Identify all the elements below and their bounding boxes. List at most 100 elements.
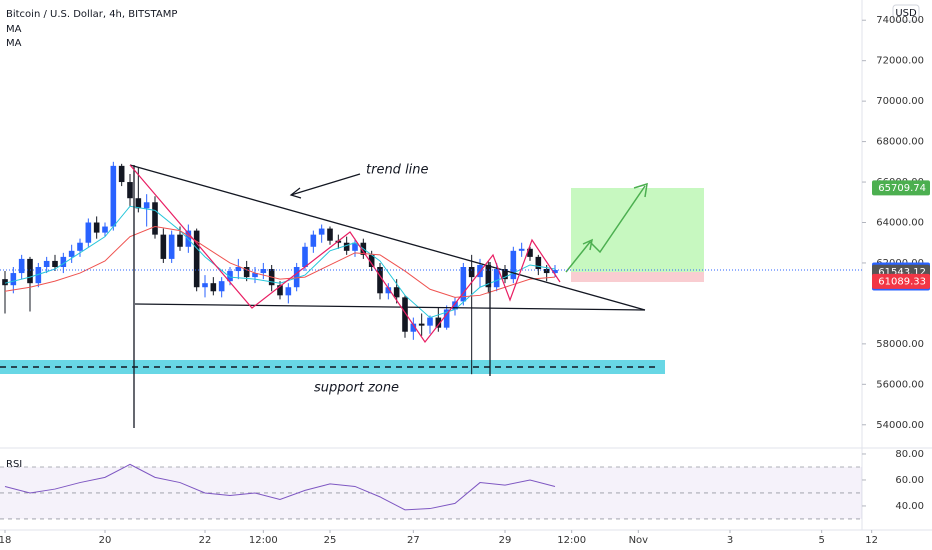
rsi-band <box>0 466 862 520</box>
y-tick-label: 68000.00 <box>876 137 924 148</box>
candle-body <box>443 309 450 328</box>
candle-body <box>427 317 433 326</box>
candle-body <box>352 242 358 251</box>
candle-body <box>385 287 392 294</box>
candle-body <box>377 267 383 294</box>
candle-body <box>235 267 242 272</box>
candle-body <box>68 250 75 257</box>
candle-body <box>93 222 100 233</box>
arrow-head <box>289 187 302 199</box>
candle-body <box>260 269 267 274</box>
candle-body <box>410 323 417 332</box>
candle-body <box>285 287 292 296</box>
candle-body <box>2 279 8 286</box>
candle-body <box>160 234 167 259</box>
x-tick-label: 12:00 <box>557 535 586 546</box>
y-tick-label: 58000.00 <box>876 339 924 350</box>
candle-body <box>168 234 175 259</box>
price-label: 61543.12 <box>878 267 926 278</box>
annotation: support zone <box>314 381 399 396</box>
candle-body <box>393 287 400 298</box>
price-label: 65709.74 <box>878 183 926 194</box>
candle-body <box>118 165 125 183</box>
rsi-title: RSI <box>6 459 22 470</box>
y-tick-label: 56000.00 <box>876 379 924 390</box>
ma-line <box>4 226 556 298</box>
candle-body <box>227 271 233 282</box>
price-label-box <box>872 180 930 196</box>
candle-body <box>468 267 475 278</box>
candle-body <box>535 256 542 270</box>
x-tick-label: 18 <box>0 535 11 546</box>
candle-body <box>293 267 300 288</box>
x-tick-label: 22 <box>199 535 212 546</box>
candle-body <box>10 273 17 286</box>
candle-body <box>35 267 42 284</box>
candle-body <box>210 283 217 292</box>
candle-body <box>368 254 375 267</box>
callout-arrow <box>290 173 361 196</box>
currency-label[interactable]: USD <box>895 8 917 19</box>
candle-body <box>485 264 492 288</box>
candle-body <box>452 301 458 310</box>
x-tick-label: Nov <box>629 535 649 546</box>
x-tick-label: 20 <box>99 535 112 546</box>
y-tick-label: 70000.00 <box>876 96 924 107</box>
candle-body <box>510 250 517 280</box>
candle-body <box>418 323 425 326</box>
candle-body <box>243 267 250 278</box>
target-box <box>571 188 704 272</box>
candle-body <box>218 281 225 292</box>
x-tick-label: 27 <box>407 535 420 546</box>
zigzag <box>129 164 561 344</box>
rsi-line <box>4 463 556 511</box>
candle-body <box>60 256 67 267</box>
candle-body <box>402 297 408 332</box>
candle-body <box>302 246 308 267</box>
y-tick-label: 54000.00 <box>876 420 924 431</box>
candle-body <box>202 283 208 288</box>
y-tick-label: 74000.00 <box>876 15 924 26</box>
candle-body <box>127 182 133 199</box>
x-tick-label: 12:00 <box>249 535 278 546</box>
support-line <box>134 303 646 311</box>
currency-badge[interactable] <box>892 4 920 22</box>
candle-body <box>435 317 442 328</box>
candle-body <box>135 198 142 209</box>
candle-body <box>27 258 33 284</box>
indicator-label: MA <box>6 24 22 35</box>
candle-body <box>110 165 117 227</box>
candle-body <box>318 228 325 235</box>
price-label-box <box>872 273 930 289</box>
candle-body <box>310 234 317 247</box>
candle-body <box>543 269 550 274</box>
candle-body <box>460 267 467 302</box>
candle-body <box>343 242 350 251</box>
annotation: trend line <box>366 163 429 178</box>
candle-body <box>102 226 108 233</box>
rsi-fill <box>0 466 862 519</box>
candle-body <box>277 285 283 296</box>
candle-body <box>52 260 58 267</box>
candle-body <box>177 234 183 247</box>
candle-body <box>152 202 158 235</box>
candle-body <box>502 269 508 280</box>
x-tick-label: 25 <box>324 535 337 546</box>
arrow-head <box>582 238 594 251</box>
rsi-tick-label: 60.00 <box>895 475 924 486</box>
candle-body <box>493 269 500 288</box>
candle-body <box>18 258 25 274</box>
candle-body <box>552 270 558 274</box>
indicator-label: MA <box>6 38 22 49</box>
y-tick-label: 72000.00 <box>876 56 924 67</box>
candle-body <box>85 222 92 243</box>
candle-body <box>43 260 50 267</box>
candle-body <box>193 230 200 288</box>
y-tick-label: 64000.00 <box>876 218 924 229</box>
candle-body <box>527 248 533 257</box>
arrow-head <box>633 182 648 198</box>
candle-body <box>518 248 525 251</box>
candle-body <box>143 202 150 209</box>
candle-body <box>327 228 333 241</box>
